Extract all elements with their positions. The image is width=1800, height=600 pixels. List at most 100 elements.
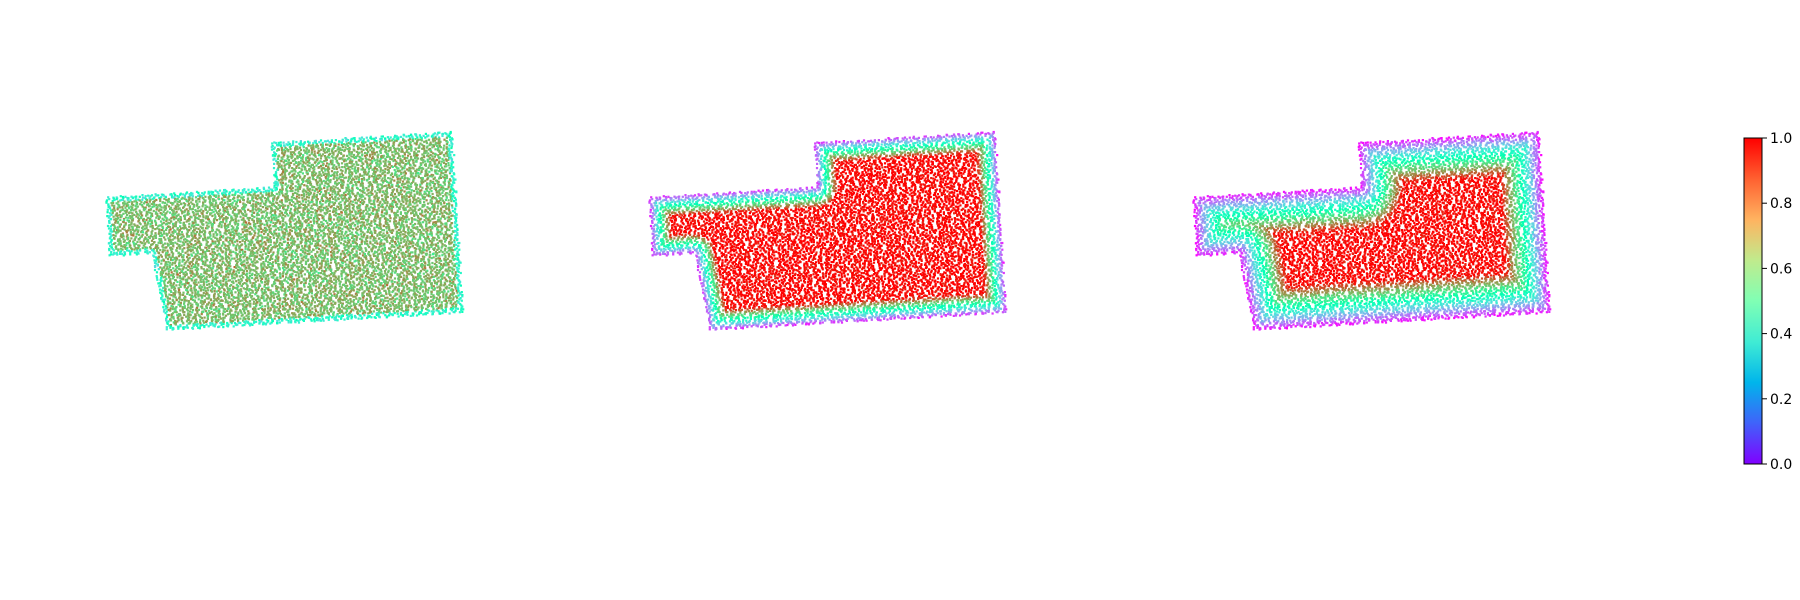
scatter-point [214,325,216,327]
scatter-point [298,152,300,154]
scatter-point [312,238,314,240]
scatter-point [221,204,223,206]
scatter-point [322,223,324,225]
scatter-point [252,261,254,263]
scatter-point [119,219,121,221]
scatter-point [215,210,217,212]
scatter-point [273,167,275,169]
scatter-point [246,315,248,317]
scatter-point [112,212,114,214]
scatter-point [272,155,274,157]
scatter-point [235,222,237,224]
scatter-point [172,306,174,308]
scatter-point [190,314,192,316]
scatter-point [242,276,244,278]
scatter-point [132,204,134,206]
scatter-point [165,256,167,258]
scatter-point [163,198,165,200]
scatter-point [238,195,240,197]
scatter-point [285,273,287,275]
scatter-point [232,314,234,316]
scatter-point [292,140,294,142]
scatter-point [309,188,311,190]
scatter-point [273,148,275,150]
scatter-point [211,215,213,217]
scatter-point [304,168,306,170]
scatter-point [178,255,180,257]
scatter-point [323,174,325,176]
scatter-point [279,268,281,270]
scatter-point [225,274,227,276]
scatter-point [305,162,307,164]
scatter-point [163,282,165,284]
scatter-point [314,277,316,279]
scatter-point [214,323,216,325]
scatter-point [263,297,265,299]
scatter-point [276,202,278,204]
scatter-point [226,294,228,296]
scatter-point [322,225,324,227]
scatter-point [289,269,291,271]
scatter-point [187,240,189,242]
scatter-point [300,171,302,173]
scatter-point [330,277,332,279]
scatter-point [293,178,295,180]
scatter-point [279,222,281,224]
scatter-point [284,173,286,175]
scatter-point [275,222,277,224]
scatter-point [237,224,239,226]
scatter-point [289,279,291,281]
scatter-point [255,305,257,307]
scatter-point [285,299,287,301]
scatter-point [300,272,302,274]
scatter-point [275,256,277,258]
scatter-point [295,167,297,169]
scatter-point [244,211,246,213]
scatter-point [318,287,320,289]
scatter-point [310,238,312,240]
scatter-point [298,167,300,169]
scatter-point [208,283,210,285]
scatter-point [169,264,171,266]
scatter-point [219,213,221,215]
scatter-point [253,301,255,303]
scatter-point [315,212,317,214]
scatter-point [195,227,197,229]
scatter-point [323,320,325,322]
scatter-point [281,180,283,182]
scatter-point [289,210,291,212]
scatter-point [270,221,272,223]
scatter-point [305,201,307,203]
scatter-point [151,233,153,235]
scatter-point [163,195,165,197]
scatter-point [242,231,244,233]
scatter-point [127,199,129,201]
scatter-point [180,240,182,242]
scatter-point [118,204,120,206]
scatter-point [287,207,289,209]
scatter-point [218,305,220,307]
scatter-point [260,251,262,253]
scatter-point [281,320,283,322]
scatter-point [190,243,192,245]
scatter-point [217,250,219,252]
scatter-point [166,266,168,268]
scatter-point [126,234,128,236]
scatter-point [191,265,193,267]
scatter-point [225,218,227,220]
scatter-point [321,301,323,303]
scatter-point [153,256,155,258]
scatter-point [272,222,274,224]
scatter-point [311,320,313,322]
scatter-point [278,142,280,144]
scatter-point [294,149,296,151]
scatter-point [176,299,178,301]
scatter-point [228,257,230,259]
scatter-point [165,220,167,222]
scatter-point [195,279,197,281]
scatter-point [314,301,316,303]
scatter-point [121,215,123,217]
scatter-point [228,253,230,255]
scatter-point [296,266,298,268]
scatter-point [173,210,175,212]
